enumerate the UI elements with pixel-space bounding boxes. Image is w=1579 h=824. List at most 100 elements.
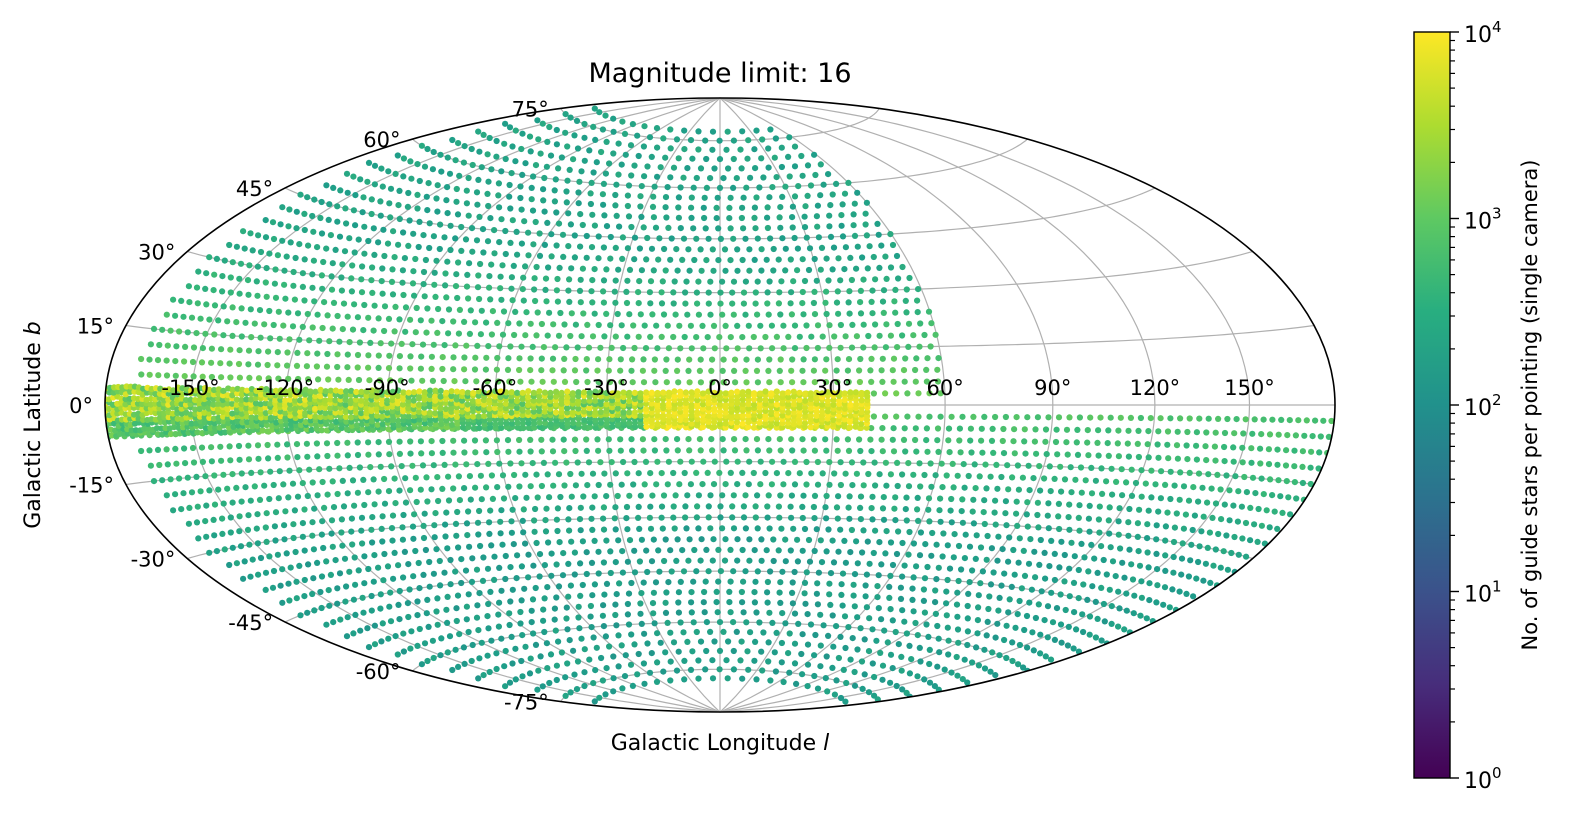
pointing-1566: [220, 471, 227, 478]
pointing-1639: [1014, 462, 1022, 469]
pointing-4539: [262, 400, 269, 407]
pointing-2113: [1076, 414, 1083, 421]
pointing-1125: [1228, 549, 1235, 557]
pointing-2007: [1212, 429, 1219, 436]
pointing-322: [740, 609, 747, 616]
pointing-2998: [778, 278, 785, 285]
pointing-680: [496, 564, 503, 572]
pointing-1324: [1164, 509, 1171, 516]
pointing-960: [531, 528, 538, 535]
pointing-149: [644, 640, 651, 647]
pointing-4317: [648, 409, 655, 416]
pointing-3972: [369, 418, 376, 425]
pointing-1506: [785, 470, 792, 477]
pointing-3197: [368, 210, 375, 218]
pointing-293: [414, 642, 421, 650]
pointing-161: [804, 641, 812, 648]
pointing-1618: [780, 458, 787, 465]
pointing-929: [226, 561, 233, 569]
pointing-537: [764, 578, 772, 586]
pointing-2138: [1312, 417, 1319, 424]
pointing-4401: [306, 404, 314, 412]
pointing-1136: [262, 524, 269, 531]
pointing-2854: [635, 300, 642, 307]
pointing-1758: [1074, 451, 1082, 458]
pointing-331: [854, 614, 861, 621]
pointing-170: [908, 656, 915, 663]
pointing-983: [801, 525, 809, 533]
pointing-271: [869, 626, 876, 633]
pointing-4394: [272, 406, 279, 413]
pointing-570: [1108, 620, 1115, 628]
pointing-2753: [291, 296, 298, 303]
pointing-3056: [722, 267, 729, 274]
pointing-2898: [378, 278, 385, 285]
pointing-1063: [565, 516, 572, 523]
pointing-749: [301, 576, 308, 584]
pointing-1762: [1115, 453, 1122, 460]
pointing-1550: [1243, 489, 1250, 496]
pointing-3738: [699, 423, 707, 431]
pointing-1715: [595, 447, 602, 454]
pointing-739: [1146, 597, 1153, 604]
pointing-3792: [207, 424, 214, 431]
pointing-2561: [540, 344, 548, 351]
pointing-2369: [923, 378, 931, 385]
pointing-3169: [673, 246, 680, 253]
pointing-3573: [640, 143, 648, 150]
pointing-207: [760, 629, 767, 636]
pointing-1673: [164, 461, 171, 468]
pointing-359: [408, 628, 415, 635]
pointing-3498: [773, 174, 780, 181]
pointing-2737: [894, 320, 901, 328]
pointing-4296: [530, 408, 537, 415]
pointing-1140: [299, 520, 306, 527]
pointing-2607: [261, 321, 268, 328]
pointing-2843: [509, 297, 516, 304]
pointing-2455: [218, 346, 225, 353]
pointing-3555: [730, 155, 737, 163]
pointing-3470: [455, 140, 462, 147]
pointing-2419: [628, 367, 635, 374]
pointing-1490: [601, 470, 608, 477]
pointing-4934: [813, 394, 820, 401]
pointing-862: [510, 541, 517, 548]
pointing-1280: [684, 492, 691, 499]
pointing-1465: [329, 478, 336, 485]
pointing-1816: [439, 437, 446, 445]
pointing-4824: [219, 392, 227, 399]
pointing-2471: [375, 352, 382, 359]
pointing-3508: [509, 143, 516, 150]
pointing-1674: [173, 460, 180, 467]
pointing-3278: [690, 225, 697, 232]
pointing-4238: [229, 410, 236, 417]
pointing-900: [955, 542, 963, 550]
pointing-4536: [248, 401, 255, 408]
pointing-1084: [811, 515, 818, 522]
pointing-3190: [311, 196, 318, 203]
pointing-4827: [234, 390, 241, 397]
pointing-3017: [296, 241, 303, 248]
pointing-3111: [667, 256, 674, 263]
pointing-306: [540, 617, 547, 624]
pointing-2556: [485, 343, 492, 350]
pointing-3234: [791, 234, 798, 242]
pointing-1808: [354, 439, 361, 446]
pointing-142: [558, 649, 566, 656]
pointing-4139: [475, 413, 482, 420]
pointing-465: [813, 590, 821, 597]
pointing-1744: [924, 448, 931, 455]
pointing-2865: [764, 300, 771, 307]
pointing-2348: [686, 379, 693, 386]
pointing-2778: [557, 309, 564, 317]
pointing-3119: [763, 256, 770, 263]
pointing-886: [794, 536, 801, 543]
pointing-2361: [834, 379, 841, 386]
pointing-54: [534, 686, 541, 693]
pointing-2518: [902, 355, 909, 362]
pointing-2430: [753, 367, 761, 374]
pointing-549: [909, 585, 916, 592]
pointing-139: [527, 655, 534, 662]
pointing-304: [517, 620, 524, 627]
pointing-1176: [694, 503, 701, 510]
